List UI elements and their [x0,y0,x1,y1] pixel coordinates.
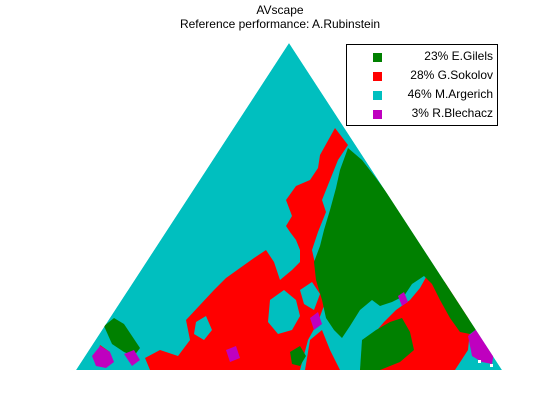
region-g-sokolov [305,330,340,370]
region-e-gilels [290,346,306,366]
region-e-gilels [104,318,140,356]
legend-item-r-blechacz: 3% R.Blechacz [347,105,497,123]
speck [490,364,493,367]
region-m-argerich [194,316,212,340]
legend-swatch-e-gilels [373,53,382,62]
legend: 23% E.Gilels 28% G.Sokolov 46% M.Argeric… [346,44,498,126]
legend-item-e-gilels: 23% E.Gilels [347,48,497,66]
chart-subtitle: Reference performance: A.Rubinstein [179,17,381,31]
legend-label-r-blechacz: 3% R.Blechacz [404,106,493,120]
region-r-blechacz [226,346,240,362]
legend-swatch-m-argerich [373,91,382,100]
region-e-gilels [360,318,414,370]
region-m-argerich [268,290,300,334]
region-r-blechacz [124,350,140,366]
ternary-map-area [76,43,502,370]
legend-item-m-argerich: 46% M.Argerich [347,86,497,104]
region-m-argerich [300,282,320,310]
region-r-blechacz [398,292,408,306]
legend-label-e-gilels: 23% E.Gilels [424,49,493,63]
region-r-blechacz [468,328,494,364]
speck [478,360,481,363]
legend-swatch-r-blechacz [373,110,382,119]
legend-label-g-sokolov: 28% G.Sokolov [410,68,493,82]
region-r-blechacz [92,346,114,368]
legend-swatch-g-sokolov [373,72,382,81]
region-e-gilels [314,148,478,338]
legend-item-g-sokolov: 28% G.Sokolov [347,67,497,85]
legend-label-m-argerich: 46% M.Argerich [407,87,493,101]
region-r-blechacz [310,312,322,330]
chart-title: AVscape [256,3,304,17]
